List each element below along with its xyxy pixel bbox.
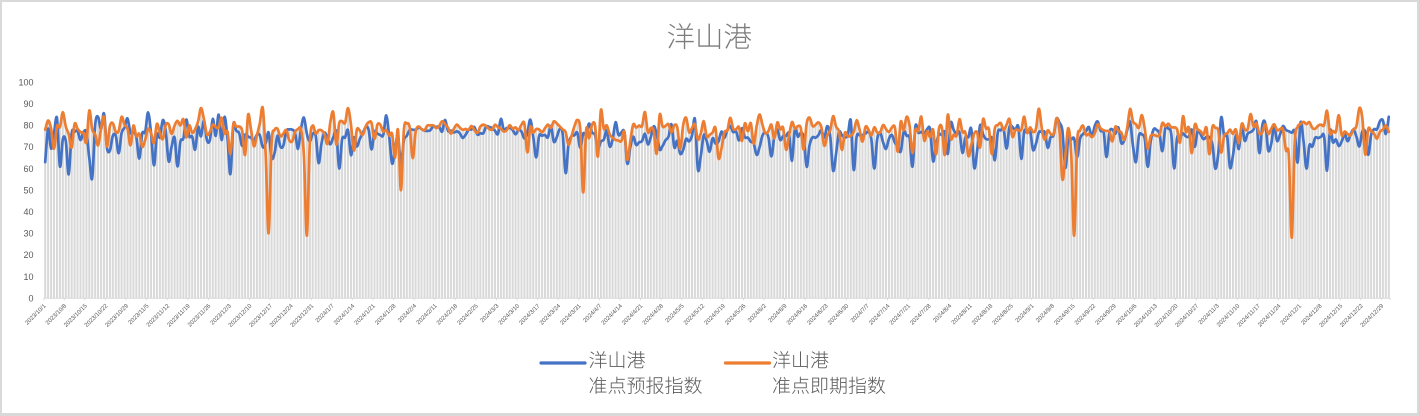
svg-text:80: 80 bbox=[23, 121, 33, 131]
svg-text:10: 10 bbox=[23, 272, 33, 282]
svg-text:0: 0 bbox=[28, 293, 33, 303]
svg-text:90: 90 bbox=[23, 99, 33, 109]
svg-text:20: 20 bbox=[23, 250, 33, 260]
svg-text:100: 100 bbox=[18, 77, 33, 87]
svg-text:70: 70 bbox=[23, 142, 33, 152]
svg-text:60: 60 bbox=[23, 164, 33, 174]
svg-text:40: 40 bbox=[23, 207, 33, 217]
svg-text:50: 50 bbox=[23, 185, 33, 195]
svg-text:30: 30 bbox=[23, 229, 33, 239]
